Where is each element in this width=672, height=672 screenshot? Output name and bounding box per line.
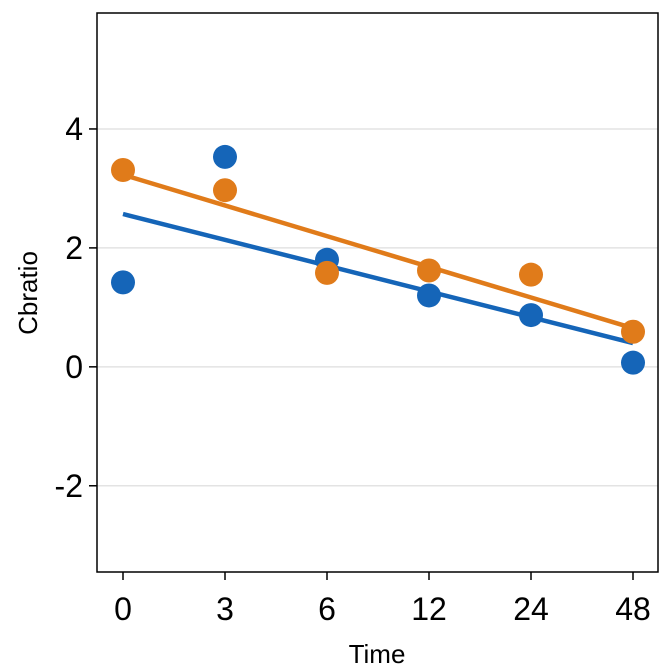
x-tick-label: 12: [411, 591, 447, 627]
x-axis-title: Time: [349, 639, 406, 669]
trend-line-series-2: [122, 172, 634, 331]
y-tick-label: 2: [65, 230, 83, 266]
x-tick-label: 0: [114, 591, 132, 627]
data-point-series-2: [417, 258, 441, 283]
x-tick-label: 48: [615, 591, 651, 627]
x-tick-label: 6: [318, 591, 336, 627]
data-point-series-1: [519, 303, 543, 328]
data-point-series-2: [213, 178, 237, 203]
data-point-series-1: [417, 283, 441, 308]
x-tick-label: 24: [513, 591, 549, 627]
data-points: [111, 144, 645, 375]
data-point-series-1: [213, 144, 237, 169]
y-tick-label: 4: [65, 111, 83, 147]
data-point-series-2: [519, 262, 543, 287]
trend-lines: [122, 172, 634, 346]
data-point-series-1: [111, 270, 135, 295]
y-tick-label: 0: [65, 349, 83, 385]
grid-lines: [97, 128, 658, 487]
y-tick-label: -2: [55, 468, 83, 504]
y-axis-title: Cbratio: [13, 251, 43, 335]
data-point-series-1: [621, 350, 645, 375]
plot-panel-border: [96, 12, 659, 573]
data-point-series-2: [111, 157, 135, 182]
x-tick-label: 3: [216, 591, 234, 627]
trend-line-series-1: [122, 211, 634, 346]
data-point-series-2: [621, 319, 645, 344]
data-point-series-2: [315, 260, 339, 285]
